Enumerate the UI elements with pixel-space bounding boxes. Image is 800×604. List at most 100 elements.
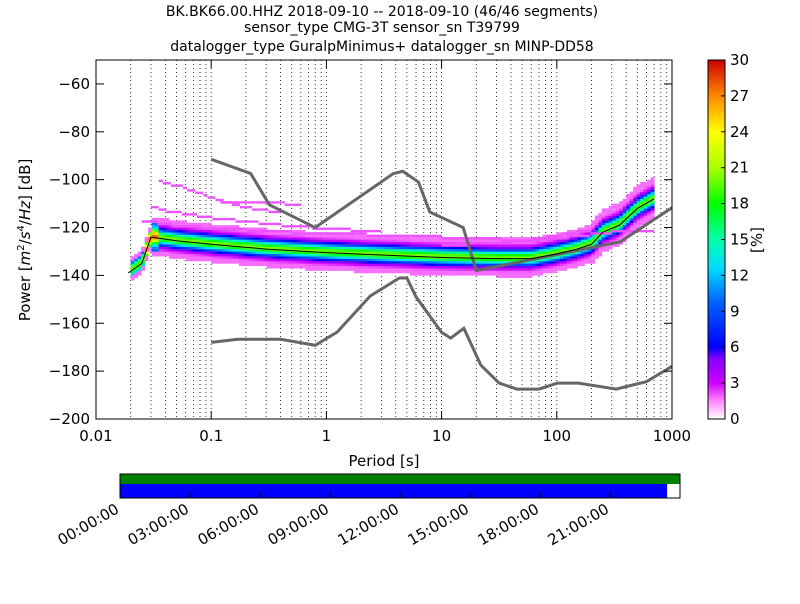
- histogram-cell: [224, 234, 229, 238]
- histogram-cell: [340, 261, 344, 264]
- histogram-cell: [200, 222, 205, 226]
- histogram-cell: [518, 237, 522, 240]
- histogram-cell: [490, 263, 495, 267]
- histogram-cell: [273, 251, 278, 255]
- histogram-cell: [294, 246, 299, 250]
- histogram-cell: [577, 227, 582, 231]
- histogram-cell: [583, 234, 591, 238]
- histogram-cell: [186, 234, 191, 238]
- histogram-cell: [183, 244, 187, 247]
- histogram-cell: [500, 244, 505, 247]
- histogram-cell: [319, 227, 328, 230]
- histogram-cell: [169, 244, 173, 247]
- histogram-cell: [622, 225, 627, 228]
- histogram-cell: [633, 186, 638, 190]
- histogram-cell: [570, 263, 575, 267]
- histogram-cell: [214, 232, 219, 235]
- histogram-cell: [291, 237, 296, 240]
- histogram-cell: [141, 256, 146, 259]
- histogram-cell: [500, 249, 505, 252]
- histogram-cell: [493, 268, 498, 271]
- histogram-cell: [224, 261, 229, 264]
- histogram-cell: [305, 241, 310, 245]
- histogram-cell: [563, 258, 568, 262]
- histogram-cell: [280, 237, 285, 240]
- histogram-cell: [444, 241, 449, 245]
- histogram-cell: [301, 234, 306, 238]
- histogram-cell: [148, 244, 153, 247]
- histogram-cell: [371, 265, 376, 269]
- histogram-cell: [190, 249, 194, 252]
- histogram-cell: [294, 256, 299, 259]
- histogram-cell: [434, 261, 439, 264]
- histogram-cell: [191, 189, 196, 192]
- histogram-cell: [207, 196, 212, 199]
- histogram-cell: [409, 237, 414, 240]
- histogram-cell: [284, 244, 289, 247]
- histogram-cell: [210, 229, 215, 233]
- histogram-cell: [217, 229, 222, 233]
- histogram-cell: [280, 256, 285, 259]
- histogram-cell: [511, 256, 515, 259]
- histogram-cell: [479, 273, 484, 276]
- histogram-cell: [171, 225, 187, 228]
- histogram-cell: [521, 265, 526, 269]
- histogram-cell: [469, 265, 474, 269]
- histogram-cell: [245, 237, 250, 240]
- histogram-cell: [528, 251, 533, 255]
- histogram-cell: [626, 205, 631, 209]
- histogram-cell: [207, 232, 212, 235]
- histogram-cell: [483, 251, 488, 255]
- histogram-cell: [497, 268, 502, 271]
- histogram-cell: [626, 203, 631, 207]
- histogram-cell: [263, 239, 268, 243]
- histogram-cell: [315, 237, 320, 240]
- histogram-cell: [151, 217, 156, 221]
- histogram-cell: [636, 196, 641, 200]
- histogram-cell: [207, 234, 212, 238]
- histogram-cell: [343, 265, 348, 269]
- histogram-cell: [371, 244, 376, 247]
- histogram-cell: [629, 217, 634, 221]
- histogram-cell: [137, 253, 142, 257]
- histogram-cell: [420, 246, 425, 250]
- histogram-cell: [361, 256, 365, 259]
- histogram-cell: [279, 201, 283, 204]
- histogram-cell: [350, 239, 355, 243]
- histogram-cell: [280, 234, 285, 238]
- histogram-cell: [263, 253, 268, 257]
- histogram-cell: [354, 263, 358, 267]
- histogram-cell: [200, 225, 205, 228]
- histogram-cell: [399, 261, 404, 264]
- histogram-cell: [252, 261, 257, 264]
- histogram-cell: [650, 182, 655, 185]
- histogram-cell: [479, 265, 484, 269]
- histogram-cell: [291, 258, 296, 262]
- histogram-cell: [448, 265, 453, 269]
- histogram-cell: [162, 182, 167, 185]
- histogram-cell: [409, 246, 414, 250]
- histogram-cell: [284, 258, 289, 262]
- histogram-cell: [170, 184, 175, 187]
- histogram-cell: [214, 237, 219, 240]
- histogram-cell: [650, 203, 655, 207]
- histogram-cell: [643, 184, 648, 188]
- histogram-cell: [343, 258, 348, 262]
- histogram-cell: [640, 213, 645, 216]
- histogram-cell: [169, 253, 173, 257]
- histogram-cell: [388, 258, 393, 262]
- histogram-cell: [479, 249, 484, 252]
- histogram-cell: [144, 256, 149, 259]
- histogram-cell: [437, 253, 442, 257]
- histogram-cell: [507, 237, 512, 240]
- histogram-cell: [162, 237, 166, 240]
- plot-frame: [95, 59, 673, 420]
- histogram-cell: [532, 249, 536, 252]
- histogram-cell: [322, 265, 327, 269]
- histogram-cell: [441, 244, 449, 247]
- histogram-cell: [476, 253, 481, 257]
- histogram-cell: [287, 253, 292, 257]
- histogram-cell: [358, 229, 367, 233]
- histogram-cell: [388, 263, 393, 267]
